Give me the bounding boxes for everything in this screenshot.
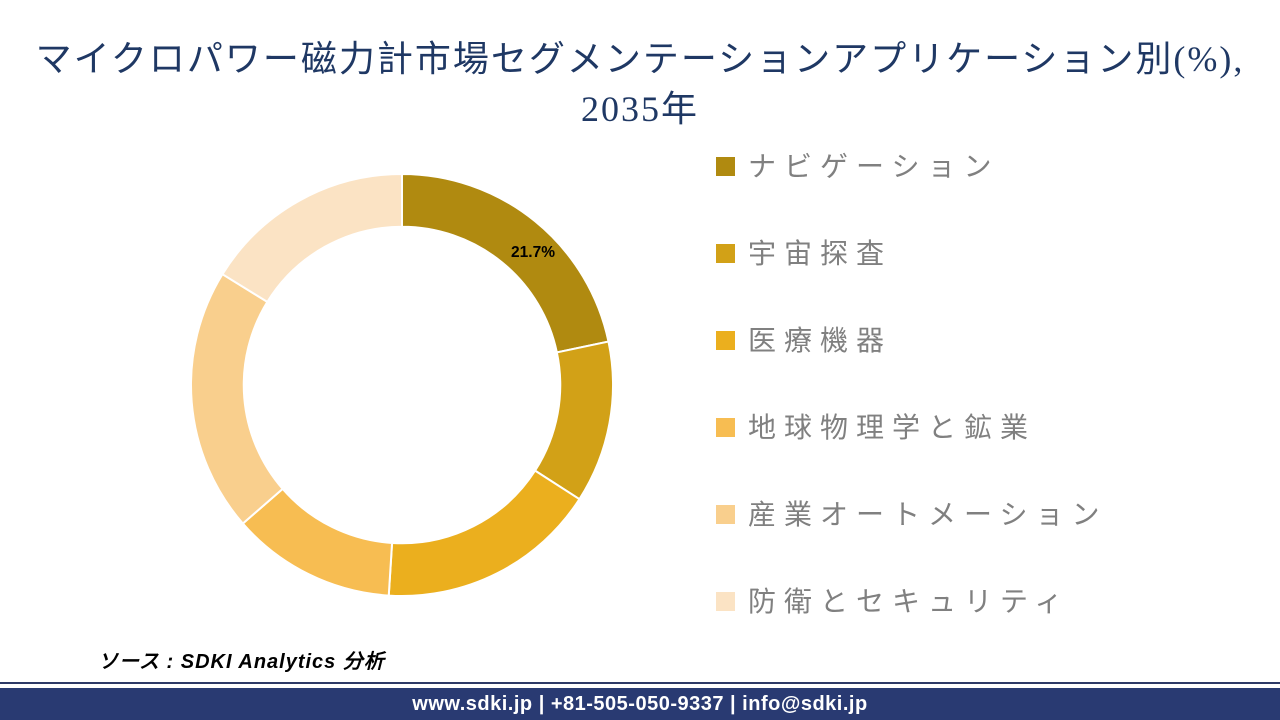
chart-title-line1: マイクロパワー磁力計市場セグメンテーションアプリケーション別(%), [35,39,1245,79]
legend-item: 宇宙探査 [716,238,1107,269]
legend-swatch-icon [716,244,735,263]
footer-contact-text: www.sdki.jp | +81-505-050-9337 | info@sd… [412,692,868,715]
legend-item: 産業オートメーション [716,499,1107,530]
legend-swatch-icon [716,592,735,611]
legend-label: 医療機器 [748,325,893,356]
legend-item: ナビゲーション [716,151,1107,182]
chart-title-line2: 2035年 [580,89,699,129]
legend-swatch-icon [716,418,735,437]
footer-divider-line [0,682,1280,684]
footer-bar: www.sdki.jp | +81-505-050-9337 | info@sd… [0,688,1280,720]
donut-slice [533,340,614,501]
legend-item: 地球物理学と鉱業 [716,412,1107,443]
legend-item: 医療機器 [716,325,1107,356]
source-attribution: ソース : SDKI Analytics 分析 [98,651,385,673]
legend-label: 防衛とセキュリティ [748,586,1071,617]
donut-slice [401,172,610,354]
donut-slice [189,272,285,525]
legend-swatch-icon [716,331,735,350]
legend-swatch-icon [716,157,735,176]
legend-swatch-icon [716,505,735,524]
chart-legend: ナビゲーション 宇宙探査医療機器地球物理学と鉱業産業オートメーション 防衛とセキュリ… [716,151,1107,673]
slice-data-label: 21.7% [511,244,555,261]
legend-label: 産業オートメーション [748,499,1108,530]
donut-slice [387,469,581,597]
legend-label: 地球物理学と鉱業 [748,412,1037,443]
legend-item: 防衛とセキュリティ [716,586,1107,617]
donut-chart [189,172,614,597]
chart-title: マイクロパワー磁力計市場セグメンテーションアプリケーション別(%), 2035年 [0,34,1280,134]
donut-slice [221,172,403,304]
legend-label: ナビゲーション [748,151,1000,182]
legend-label: 宇宙探査 [748,238,893,269]
